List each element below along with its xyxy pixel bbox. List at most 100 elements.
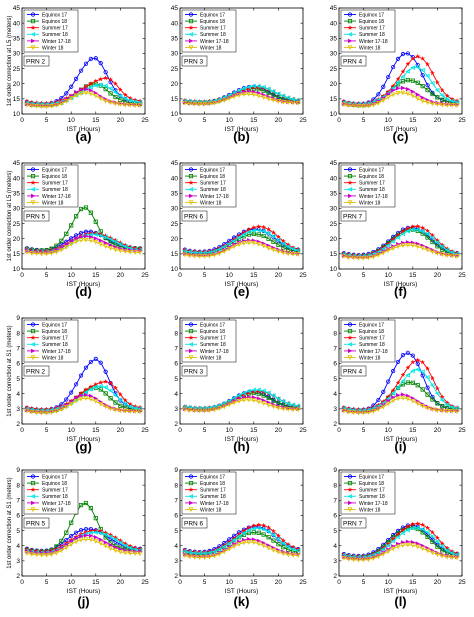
y-tick-label: 3 bbox=[16, 558, 20, 565]
data-point bbox=[29, 409, 35, 415]
data-point bbox=[113, 101, 118, 107]
x-tick-label: 25 bbox=[141, 117, 149, 124]
data-point bbox=[275, 396, 281, 401]
y-tick-label: 8 bbox=[333, 482, 337, 489]
data-point bbox=[430, 239, 435, 245]
x-tick-label: 25 bbox=[458, 579, 466, 586]
data-point bbox=[221, 404, 227, 410]
y-tick-label: 5 bbox=[16, 528, 20, 535]
legend-marker bbox=[188, 474, 194, 479]
data-point bbox=[107, 76, 114, 82]
data-point bbox=[98, 61, 103, 66]
data-point bbox=[380, 547, 386, 552]
data-point bbox=[54, 409, 59, 414]
y-tick-label: 10 bbox=[171, 266, 179, 273]
data-point bbox=[385, 396, 391, 402]
y-tick-label: 15 bbox=[330, 251, 338, 258]
data-point bbox=[275, 536, 281, 542]
data-point bbox=[182, 548, 188, 554]
data-point bbox=[202, 408, 207, 414]
data-point bbox=[415, 96, 421, 102]
data-point bbox=[395, 235, 401, 240]
data-point bbox=[405, 68, 410, 74]
data-point bbox=[132, 409, 138, 415]
data-point bbox=[415, 544, 421, 550]
data-point bbox=[295, 252, 301, 258]
data-point bbox=[98, 76, 104, 82]
data-point bbox=[425, 534, 430, 540]
prn-box bbox=[181, 365, 208, 377]
data-point bbox=[434, 391, 440, 396]
legend-entry: Equinox 17 bbox=[42, 322, 67, 328]
data-point bbox=[275, 91, 281, 97]
y-axis-label: 1st order correction at L5 (meters) bbox=[7, 171, 13, 262]
data-point bbox=[34, 410, 40, 416]
data-point bbox=[444, 96, 450, 102]
data-point bbox=[98, 242, 104, 247]
x-tick-label: 10 bbox=[68, 117, 76, 124]
legend-entry: Winter 18 bbox=[200, 200, 222, 206]
data-point bbox=[88, 386, 93, 392]
data-point bbox=[226, 246, 232, 252]
data-point bbox=[400, 68, 406, 74]
data-point bbox=[133, 549, 138, 554]
data-point bbox=[93, 219, 98, 224]
data-point bbox=[78, 537, 84, 543]
legend-entry: Summer 17 bbox=[42, 488, 68, 494]
x-tick-label: 20 bbox=[275, 117, 283, 124]
data-point bbox=[390, 92, 396, 98]
data-point bbox=[400, 90, 406, 96]
legend-entry: Winter 17-18 bbox=[359, 39, 388, 45]
y-tick-label: 8 bbox=[174, 482, 178, 489]
data-point bbox=[435, 401, 440, 406]
data-point bbox=[118, 408, 123, 414]
data-point bbox=[83, 234, 89, 239]
x-axis-label: IST (Hours) bbox=[225, 281, 258, 288]
data-point bbox=[285, 541, 291, 547]
data-point bbox=[29, 251, 35, 256]
data-point bbox=[415, 80, 420, 85]
y-tick-label: 25 bbox=[13, 66, 21, 73]
x-axis-label: IST (Hours) bbox=[225, 126, 258, 133]
data-point bbox=[386, 547, 391, 552]
x-tick-label: 5 bbox=[45, 117, 49, 124]
data-point bbox=[285, 552, 291, 558]
data-point bbox=[103, 391, 108, 396]
data-point bbox=[103, 369, 108, 374]
legend-marker bbox=[188, 355, 194, 361]
data-point bbox=[78, 238, 84, 243]
data-point bbox=[400, 228, 406, 234]
legend-box bbox=[23, 319, 79, 363]
data-point bbox=[290, 100, 296, 106]
x-tick-label: 15 bbox=[409, 579, 417, 586]
legend-marker bbox=[189, 348, 194, 354]
y-tick-label: 35 bbox=[171, 35, 179, 42]
data-point bbox=[425, 247, 430, 253]
legend-entry: Equinox 18 bbox=[359, 329, 384, 335]
data-point bbox=[400, 530, 406, 536]
data-point bbox=[429, 232, 436, 238]
data-point bbox=[207, 554, 212, 560]
data-point bbox=[434, 385, 441, 391]
legend-marker bbox=[30, 355, 36, 361]
legend-marker bbox=[30, 12, 36, 17]
data-point bbox=[237, 240, 242, 245]
prn-box bbox=[23, 365, 50, 377]
data-point bbox=[439, 394, 445, 400]
data-point bbox=[93, 539, 99, 544]
data-point bbox=[93, 399, 99, 404]
legend-entry: Equinox 17 bbox=[200, 322, 225, 328]
data-point bbox=[395, 534, 401, 540]
data-point bbox=[256, 541, 262, 547]
legend-marker bbox=[188, 200, 194, 206]
legend-entry: Winter 18 bbox=[359, 355, 381, 361]
y-tick-label: 35 bbox=[330, 35, 338, 42]
data-point bbox=[59, 101, 64, 107]
x-tick-label: 15 bbox=[92, 117, 100, 124]
data-point bbox=[439, 244, 445, 249]
data-point bbox=[285, 251, 291, 257]
data-point bbox=[439, 92, 445, 98]
legend-marker bbox=[347, 12, 353, 17]
legend-entry: Winter 18 bbox=[359, 200, 381, 206]
data-point bbox=[381, 389, 386, 394]
